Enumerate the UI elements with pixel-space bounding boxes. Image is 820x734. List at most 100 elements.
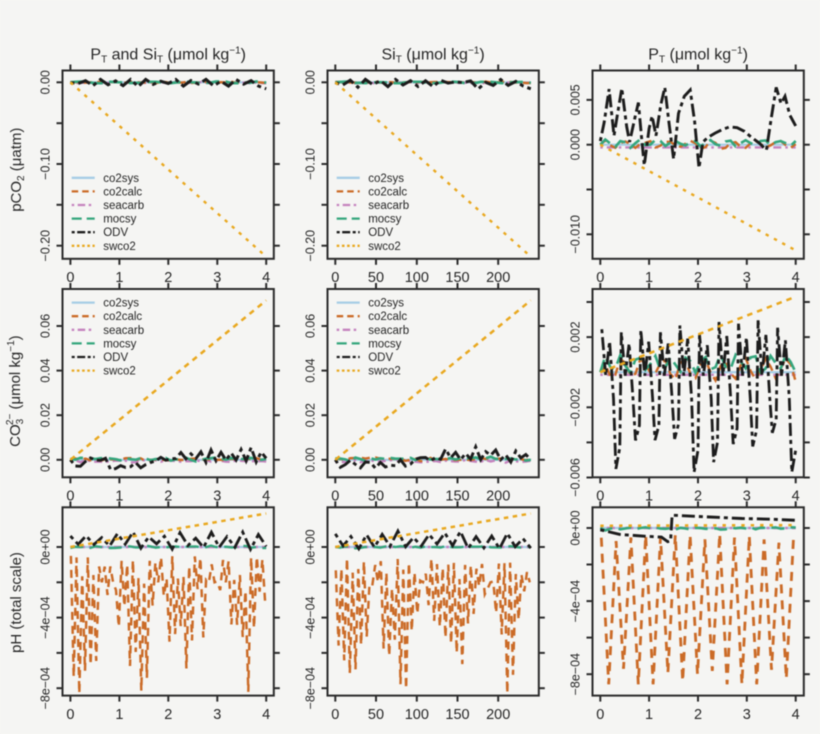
svg-text:4: 4 [262, 489, 270, 505]
svg-text:1: 1 [115, 707, 123, 723]
svg-text:co2calc: co2calc [368, 186, 407, 198]
svg-text:mocsy: mocsy [368, 214, 401, 226]
svg-text:0.06: 0.06 [304, 314, 318, 338]
svg-text:50: 50 [368, 270, 384, 286]
svg-text:200: 200 [486, 270, 510, 286]
svg-text:0: 0 [596, 707, 604, 723]
svg-text:4: 4 [792, 489, 800, 505]
svg-text:0e+00: 0e+00 [569, 510, 583, 545]
svg-text:0: 0 [66, 489, 74, 505]
svg-text:0.00: 0.00 [39, 70, 53, 94]
svg-text:200: 200 [486, 489, 510, 505]
svg-text:swco2: swco2 [103, 241, 136, 253]
svg-text:0.04: 0.04 [304, 358, 318, 382]
svg-text:150: 150 [445, 270, 469, 286]
svg-text:0: 0 [596, 489, 604, 505]
svg-text:seacarb: seacarb [368, 200, 409, 212]
svg-text:0.02: 0.02 [39, 403, 53, 427]
svg-text:seacarb: seacarb [103, 325, 144, 337]
svg-text:3: 3 [743, 707, 751, 723]
svg-text:0: 0 [331, 489, 339, 505]
svg-text:150: 150 [445, 489, 469, 505]
svg-text:0e+00: 0e+00 [304, 529, 318, 564]
svg-text:swco2: swco2 [368, 366, 401, 378]
svg-text:seacarb: seacarb [368, 325, 409, 337]
svg-text:−8e−04: −8e−04 [39, 667, 53, 709]
svg-text:ODV: ODV [368, 352, 393, 364]
svg-text:0: 0 [66, 707, 74, 723]
svg-text:mocsy: mocsy [368, 338, 401, 350]
svg-text:200: 200 [486, 707, 510, 723]
svg-text:0.002: 0.002 [569, 321, 583, 352]
svg-text:3: 3 [743, 489, 751, 505]
svg-text:co2sys: co2sys [103, 173, 139, 185]
svg-text:mocsy: mocsy [103, 338, 136, 350]
svg-text:co2calc: co2calc [103, 311, 142, 323]
svg-text:4: 4 [262, 707, 270, 723]
svg-text:0.00: 0.00 [39, 448, 53, 472]
svg-text:4: 4 [792, 270, 800, 286]
svg-text:0.00: 0.00 [304, 448, 318, 472]
svg-text:SiT​ (μmol kg−1​): SiT​ (μmol kg−1​) [381, 46, 484, 66]
svg-text:2: 2 [694, 270, 702, 286]
svg-text:3: 3 [213, 707, 221, 723]
svg-text:−0.10: −0.10 [39, 148, 53, 180]
svg-text:PT​ (μmol kg−1​): PT​ (μmol kg−1​) [648, 46, 748, 66]
svg-text:−4e−04: −4e−04 [39, 596, 53, 638]
svg-text:3: 3 [743, 270, 751, 286]
svg-text:ODV: ODV [103, 352, 128, 364]
svg-text:−8e−04: −8e−04 [569, 653, 583, 695]
svg-text:2: 2 [164, 270, 172, 286]
svg-text:1: 1 [115, 270, 123, 286]
svg-text:50: 50 [368, 707, 384, 723]
svg-text:−0.010: −0.010 [569, 215, 583, 254]
svg-text:0.06: 0.06 [39, 314, 53, 338]
svg-text:50: 50 [368, 489, 384, 505]
svg-text:pH (total scale): pH (total scale) [8, 552, 25, 653]
svg-text:−4e−04: −4e−04 [569, 580, 583, 622]
svg-text:−8e−04: −8e−04 [304, 667, 318, 709]
svg-text:2: 2 [694, 707, 702, 723]
svg-text:co2sys: co2sys [368, 298, 404, 310]
svg-text:0.000: 0.000 [569, 129, 583, 160]
svg-text:4: 4 [792, 707, 800, 723]
svg-text:−0.20: −0.20 [39, 230, 53, 262]
svg-text:swco2: swco2 [103, 366, 136, 378]
svg-text:0.02: 0.02 [304, 403, 318, 427]
svg-text:co2calc: co2calc [368, 311, 407, 323]
svg-text:2: 2 [164, 489, 172, 505]
svg-text:100: 100 [405, 270, 429, 286]
svg-text:co2calc: co2calc [103, 186, 142, 198]
svg-text:−4e−04: −4e−04 [304, 596, 318, 638]
svg-text:4: 4 [262, 270, 270, 286]
svg-text:100: 100 [405, 707, 429, 723]
svg-text:swco2: swco2 [368, 241, 401, 253]
svg-text:0: 0 [66, 270, 74, 286]
svg-text:1: 1 [645, 707, 653, 723]
svg-text:1: 1 [115, 489, 123, 505]
svg-text:−0.002: −0.002 [569, 388, 583, 427]
svg-text:−0.20: −0.20 [304, 230, 318, 262]
svg-text:0.04: 0.04 [39, 358, 53, 382]
svg-text:3: 3 [213, 489, 221, 505]
svg-text:0.005: 0.005 [569, 84, 583, 115]
svg-text:mocsy: mocsy [103, 214, 136, 226]
svg-text:seacarb: seacarb [103, 200, 144, 212]
svg-text:CO32−​ (μmol kg−1​): CO32−​ (μmol kg−1​) [5, 335, 26, 447]
svg-text:co2sys: co2sys [368, 173, 404, 185]
svg-text:pCO2​ (μatm): pCO2​ (μatm) [8, 128, 27, 212]
svg-text:0.00: 0.00 [304, 70, 318, 94]
svg-text:−0.10: −0.10 [304, 148, 318, 180]
svg-text:0: 0 [331, 270, 339, 286]
svg-text:1: 1 [645, 270, 653, 286]
svg-text:100: 100 [405, 489, 429, 505]
svg-text:3: 3 [213, 270, 221, 286]
svg-text:−0.006: −0.006 [569, 458, 583, 497]
svg-text:co2sys: co2sys [103, 298, 139, 310]
svg-text:ODV: ODV [103, 227, 128, 239]
svg-text:0: 0 [596, 270, 604, 286]
svg-text:PT​ and SiT​ (μmol kg−1​): PT​ and SiT​ (μmol kg−1​) [90, 46, 246, 66]
svg-text:ODV: ODV [368, 227, 393, 239]
svg-text:1: 1 [645, 489, 653, 505]
svg-text:2: 2 [694, 489, 702, 505]
